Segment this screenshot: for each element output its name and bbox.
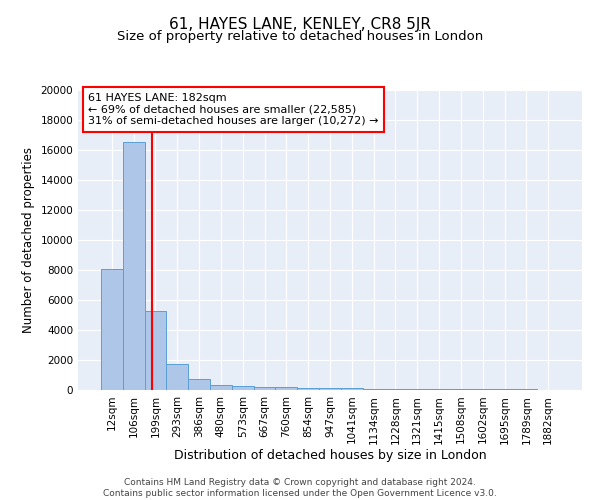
X-axis label: Distribution of detached houses by size in London: Distribution of detached houses by size … xyxy=(173,449,487,462)
Bar xyxy=(450,389,472,390)
Bar xyxy=(101,268,123,390)
Bar xyxy=(123,142,145,390)
Bar xyxy=(210,385,232,390)
Bar xyxy=(363,388,385,390)
Bar xyxy=(406,389,428,390)
Bar xyxy=(232,386,254,390)
Bar xyxy=(297,388,319,390)
Text: 61 HAYES LANE: 182sqm
← 69% of detached houses are smaller (22,585)
31% of semi-: 61 HAYES LANE: 182sqm ← 69% of detached … xyxy=(88,93,379,126)
Text: 61, HAYES LANE, KENLEY, CR8 5JR: 61, HAYES LANE, KENLEY, CR8 5JR xyxy=(169,18,431,32)
Bar xyxy=(275,387,297,390)
Bar xyxy=(319,388,341,390)
Text: Size of property relative to detached houses in London: Size of property relative to detached ho… xyxy=(117,30,483,43)
Bar xyxy=(188,379,210,390)
Bar xyxy=(385,389,406,390)
Y-axis label: Number of detached properties: Number of detached properties xyxy=(22,147,35,333)
Bar xyxy=(341,388,363,390)
Bar xyxy=(428,389,450,390)
Bar xyxy=(145,310,166,390)
Bar xyxy=(166,364,188,390)
Text: Contains HM Land Registry data © Crown copyright and database right 2024.
Contai: Contains HM Land Registry data © Crown c… xyxy=(103,478,497,498)
Bar xyxy=(254,386,275,390)
